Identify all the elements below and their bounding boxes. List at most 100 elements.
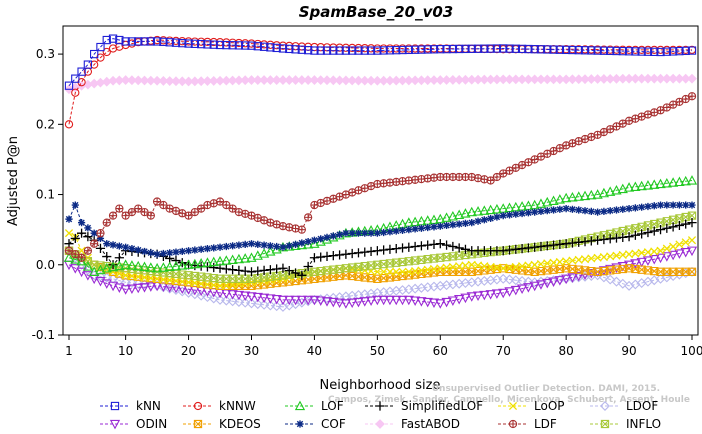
data-point-lof (120, 259, 131, 269)
legend-item-lof: LOF (285, 399, 344, 413)
data-point-knn (675, 46, 684, 56)
data-point-knn (385, 46, 395, 55)
data-point-odin (441, 297, 452, 308)
data-point-cof (568, 205, 577, 213)
series-layer (63, 34, 698, 312)
data-point-fastabod (133, 75, 144, 86)
data-point-knn (184, 39, 193, 48)
data-point-simplifiedlof (404, 242, 414, 252)
data-point-fastabod (334, 75, 345, 86)
data-point-odin (674, 249, 685, 259)
data-point-odin (372, 295, 383, 306)
data-point-ldof (177, 286, 188, 297)
data-point-knn (322, 46, 332, 55)
data-point-knn (266, 43, 275, 52)
data-point-cof (398, 226, 407, 234)
data-point-loop (379, 267, 388, 276)
data-point-lof (258, 248, 270, 258)
data-point-cof (650, 202, 658, 210)
data-point-ldf (115, 204, 124, 213)
data-point-knn (656, 47, 665, 57)
data-point-knn (121, 37, 130, 46)
data-point-ldf (373, 179, 382, 189)
data-point-ldof (202, 292, 213, 303)
legend-marker-knnw (193, 401, 203, 411)
data-point-lof (554, 194, 565, 204)
data-point-odin (271, 295, 282, 305)
data-point-odin (686, 246, 698, 257)
data-point-knn (285, 44, 294, 54)
data-point-ldf (102, 218, 111, 227)
data-point-knn (606, 46, 615, 56)
data-point-cof (531, 208, 539, 216)
data-point-knn (668, 47, 678, 56)
data-point-simplifiedlof (397, 243, 408, 253)
legend-item-fastabod: FastABOD (365, 417, 460, 431)
data-point-cof (159, 249, 167, 258)
data-point-cof (348, 229, 356, 237)
data-point-knn (379, 46, 388, 55)
data-point-odin (359, 297, 370, 307)
data-point-cof (625, 204, 633, 213)
data-point-loop (675, 240, 684, 249)
data-point-odin (561, 274, 572, 285)
data-point-kdeos (687, 267, 697, 276)
data-point-cof (354, 229, 363, 237)
data-point-cof (537, 207, 545, 215)
data-point-cof (323, 233, 331, 241)
data-point-simplifiedlof (643, 227, 653, 238)
data-point-odin (133, 283, 144, 294)
data-point-simplifiedlof (322, 251, 332, 261)
data-point-cof (241, 240, 249, 249)
data-point-simplifiedlof (360, 247, 370, 257)
data-point-ldf (297, 225, 306, 234)
data-point-cof (304, 237, 312, 246)
data-point-knn (511, 44, 520, 53)
data-point-lof (202, 257, 213, 267)
data-point-lof (686, 175, 698, 185)
data-point-ldf (278, 221, 288, 231)
data-point-cof (512, 210, 520, 218)
data-point-simplifiedlof (687, 218, 697, 228)
data-point-knn (624, 47, 634, 56)
data-point-lof (623, 182, 635, 192)
data-point-odin (296, 295, 307, 306)
data-point-simplifiedlof (240, 266, 250, 276)
data-point-ldf (140, 207, 149, 217)
y-tick-label: 0.1 (36, 188, 55, 202)
data-point-fastabod (687, 73, 697, 84)
data-point-odin (542, 278, 553, 289)
data-point-simplifiedlof (259, 265, 269, 275)
data-point-lof (579, 190, 591, 201)
data-point-knn (517, 44, 527, 54)
data-point-lof (208, 256, 219, 267)
data-point-cof (166, 249, 174, 257)
data-point-ldf (197, 204, 206, 213)
data-point-lof (114, 260, 125, 271)
data-point-knn (127, 37, 137, 46)
legend-label: kNNW (219, 399, 256, 413)
data-point-odin (416, 297, 427, 307)
data-point-simplifiedlof (70, 233, 80, 244)
data-point-odin (422, 297, 433, 308)
data-point-knn (650, 47, 659, 56)
data-point-odin (315, 296, 326, 306)
data-point-ldf (152, 197, 162, 206)
data-point-ldf (228, 204, 237, 213)
data-point-knn (366, 46, 376, 55)
data-point-cof (103, 240, 111, 248)
data-point-odin (605, 264, 616, 275)
data-point-simplifiedlof (567, 238, 578, 248)
legend-label: LDOF (626, 399, 658, 413)
data-point-ldof (208, 293, 219, 304)
data-point-ldof (221, 295, 232, 306)
data-point-odin (630, 259, 641, 269)
data-point-lof (309, 238, 320, 248)
data-point-knn (83, 60, 93, 69)
data-point-knn (574, 46, 583, 55)
data-point-knn (215, 40, 225, 50)
data-point-simplifiedlof (454, 243, 464, 253)
data-point-odin (107, 281, 119, 292)
data-point-odin (120, 285, 131, 295)
y-tick-label: 0.2 (36, 117, 55, 131)
